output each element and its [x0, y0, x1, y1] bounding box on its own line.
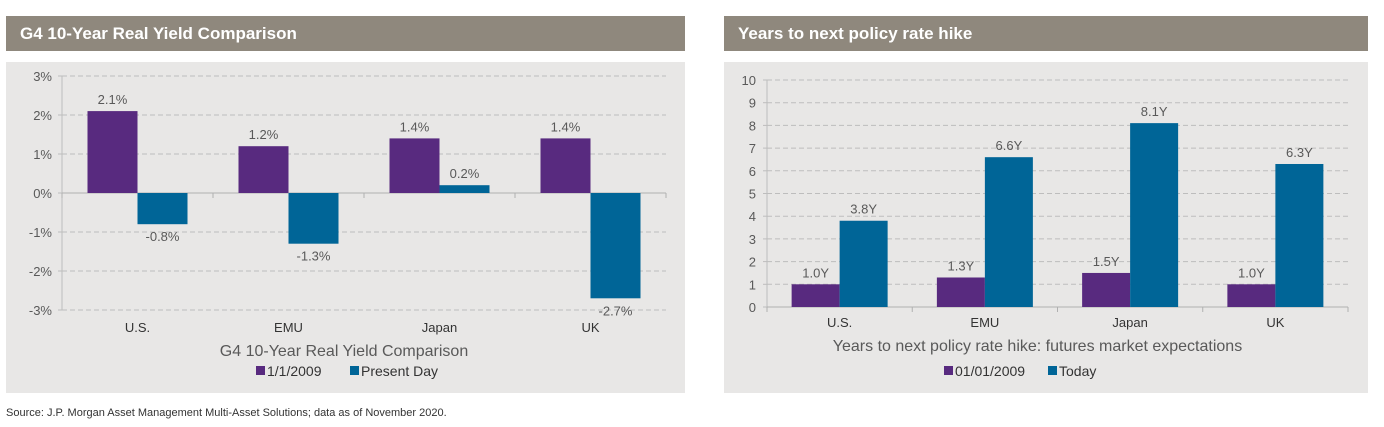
legend-swatch-series1 [256, 366, 265, 375]
data-label: 1.0Y [802, 265, 829, 280]
rate-hike-chart: 0 1 2 3 4 5 6 7 8 9 10 U.S. 1.0Y 3.8Y EMU 1.3Y 6.6Y Japan… [742, 73, 1349, 379]
bar-series1 [791, 284, 840, 307]
y-tick-label: 6 [749, 164, 756, 179]
x-category-label: EMU [970, 315, 999, 330]
data-label: 1.0Y [1238, 265, 1265, 280]
real-yield-chart: -3% -2% -1% 0% 1% 2% 3% U.S. 2.1% -0.8% EMU 1.2% -1.… [29, 69, 667, 379]
bar-series2 [137, 193, 188, 225]
bar-series1 [238, 146, 289, 193]
data-label: 1.4% [400, 119, 430, 134]
bar-series1 [1082, 272, 1131, 307]
source-note: Source: J.P. Morgan Asset Management Mul… [6, 407, 447, 419]
x-category-label: U.S. [125, 320, 150, 335]
data-label: 6.3Y [1286, 145, 1313, 160]
bar-series2 [1130, 123, 1179, 307]
x-category-label: Japan [1112, 315, 1147, 330]
x-axis-title: G4 10-Year Real Yield Comparison [220, 343, 468, 360]
bar-series1 [389, 138, 440, 193]
bar-series2 [839, 220, 888, 307]
y-tick-label: 9 [749, 96, 756, 111]
real-yield-chart-panel: -3% -2% -1% 0% 1% 2% 3% U.S. 2.1% -0.8% EMU 1.2% -1.… [6, 62, 685, 393]
x-category-label: UK [581, 320, 599, 335]
y-tick-label: -2% [29, 264, 53, 279]
y-tick-label: 5 [749, 187, 756, 202]
legend-label-series1: 1/1/2009 [267, 363, 322, 379]
data-label: -0.8% [146, 229, 180, 244]
data-label: 3.8Y [850, 202, 877, 217]
rate-hike-chart-panel: 0 1 2 3 4 5 6 7 8 9 10 U.S. 1.0Y 3.8Y EMU 1.3Y 6.6Y Japan… [724, 62, 1368, 393]
y-tick-label: 2 [749, 255, 756, 270]
y-tick-label: 3 [749, 232, 756, 247]
legend-label-series2: Present Day [361, 363, 438, 379]
legend-swatch-series2 [1048, 366, 1057, 375]
data-label: 1.2% [249, 127, 279, 142]
bar-series1 [936, 277, 985, 307]
data-label: -2.7% [599, 303, 633, 318]
data-label: 2.1% [98, 92, 128, 107]
y-tick-label: 1 [749, 277, 756, 292]
legend-label-series1: 01/01/2009 [955, 363, 1025, 379]
data-label: 8.1Y [1141, 104, 1168, 119]
bar-series2 [439, 185, 490, 193]
y-tick-label: -3% [29, 303, 53, 318]
x-category-label: EMU [274, 320, 303, 335]
bar-series2 [1275, 163, 1324, 307]
bar-series2 [984, 157, 1033, 307]
data-label: 1.4% [551, 119, 581, 134]
data-label: -1.3% [297, 249, 331, 264]
bar-series1 [87, 111, 138, 193]
x-axis-title: Years to next policy rate hike: futures … [833, 338, 1242, 355]
data-label: 1.5Y [1093, 254, 1120, 269]
y-tick-label: 4 [749, 209, 756, 224]
y-tick-label: 0% [33, 186, 52, 201]
y-tick-label: 2% [33, 108, 52, 123]
x-category-label: Japan [422, 320, 457, 335]
y-tick-label: 3% [33, 69, 52, 84]
y-tick-label: -1% [29, 225, 53, 240]
legend-swatch-series2 [350, 366, 359, 375]
y-tick-label: 8 [749, 118, 756, 133]
bar-series2 [288, 193, 339, 244]
y-tick-label: 7 [749, 141, 756, 156]
data-label: 0.2% [450, 166, 480, 181]
data-label: 1.3Y [948, 258, 975, 273]
bar-series1 [1227, 284, 1276, 307]
x-category-label: UK [1266, 315, 1284, 330]
data-label: 6.6Y [996, 138, 1023, 153]
x-category-label: U.S. [827, 315, 852, 330]
y-tick-label: 0 [749, 300, 756, 315]
y-tick-label: 1% [33, 147, 52, 162]
chart-header-rate-hike: Years to next policy rate hike [724, 16, 1368, 51]
legend-swatch-series1 [944, 366, 953, 375]
chart-header-real-yield: G4 10-Year Real Yield Comparison [6, 16, 685, 51]
bar-series2 [590, 193, 641, 299]
bar-series1 [540, 138, 591, 193]
y-tick-label: 10 [742, 73, 756, 88]
legend-label-series2: Today [1059, 363, 1096, 379]
